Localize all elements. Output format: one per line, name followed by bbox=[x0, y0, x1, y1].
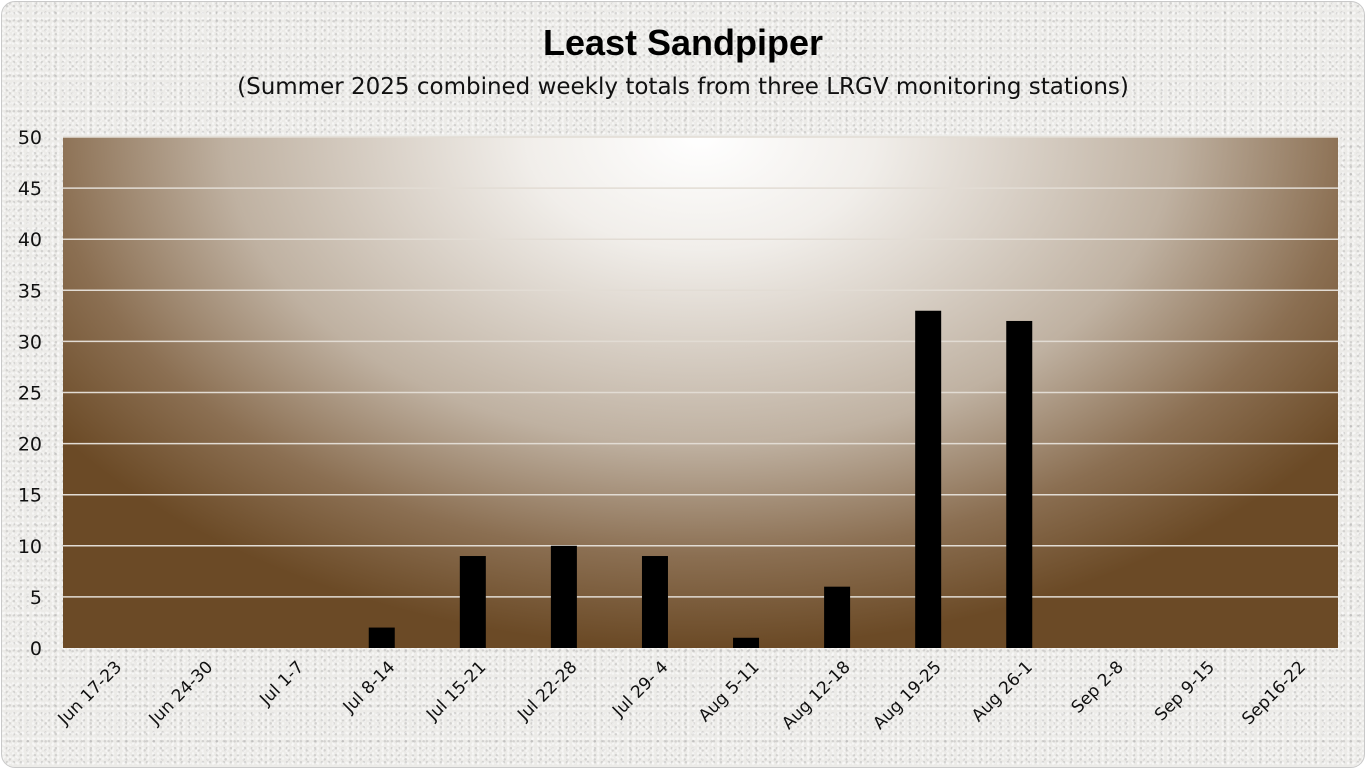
chart-title: Least Sandpiper bbox=[542, 22, 824, 63]
y-tick-label: 0 bbox=[30, 638, 42, 660]
bar bbox=[641, 556, 668, 648]
x-tick-label: Aug 19-25 bbox=[869, 657, 945, 733]
y-axis-ticks: 0 5 10 15 20 25 30 35 40 45 50 bbox=[18, 127, 42, 660]
y-tick-label: 35 bbox=[18, 280, 42, 302]
x-tick-label: Aug 12-18 bbox=[778, 657, 854, 733]
x-tick-label: Jul 22-28 bbox=[513, 657, 581, 725]
bars bbox=[368, 310, 1033, 648]
bar bbox=[368, 627, 395, 648]
bar bbox=[824, 586, 851, 648]
x-tick-label: Jul 15-21 bbox=[422, 657, 490, 725]
chart-subtitle: (Summer 2025 combined weekly totals from… bbox=[237, 74, 1129, 100]
x-axis-ticks: Jun 17-23 Jun 24-30 Jul 1-7 Jul 8-14 Jul 15-… bbox=[54, 657, 1310, 733]
x-tick-label: Jul 1-7 bbox=[255, 657, 308, 710]
x-tick-label: Jun 24-30 bbox=[145, 657, 217, 729]
y-tick-label: 15 bbox=[18, 485, 42, 507]
bar bbox=[1006, 320, 1033, 648]
bar bbox=[459, 556, 486, 648]
x-tick-label: Sep16-22 bbox=[1238, 657, 1310, 729]
x-tick-label: Jul 29- 4 bbox=[608, 657, 672, 721]
bar bbox=[550, 545, 577, 648]
gridlines bbox=[63, 136, 1338, 598]
x-tick-label: Jun 17-23 bbox=[54, 657, 126, 729]
bar bbox=[915, 310, 942, 648]
x-tick-label: Aug 5-11 bbox=[695, 657, 764, 726]
y-tick-label: 40 bbox=[18, 229, 42, 251]
y-tick-label: 5 bbox=[30, 587, 42, 609]
x-tick-label: Sep 2-8 bbox=[1068, 657, 1128, 717]
y-tick-label: 50 bbox=[18, 127, 42, 149]
x-tick-label: Jul 8-14 bbox=[339, 657, 399, 717]
y-tick-label: 25 bbox=[18, 383, 42, 405]
bar bbox=[733, 637, 760, 648]
x-tick-label: Aug 26-1 bbox=[968, 657, 1037, 726]
y-tick-label: 20 bbox=[18, 434, 42, 456]
x-tick-label: Sep 9-15 bbox=[1151, 657, 1219, 725]
y-tick-label: 45 bbox=[18, 178, 42, 200]
y-tick-label: 10 bbox=[18, 536, 42, 558]
y-tick-label: 30 bbox=[18, 331, 42, 353]
